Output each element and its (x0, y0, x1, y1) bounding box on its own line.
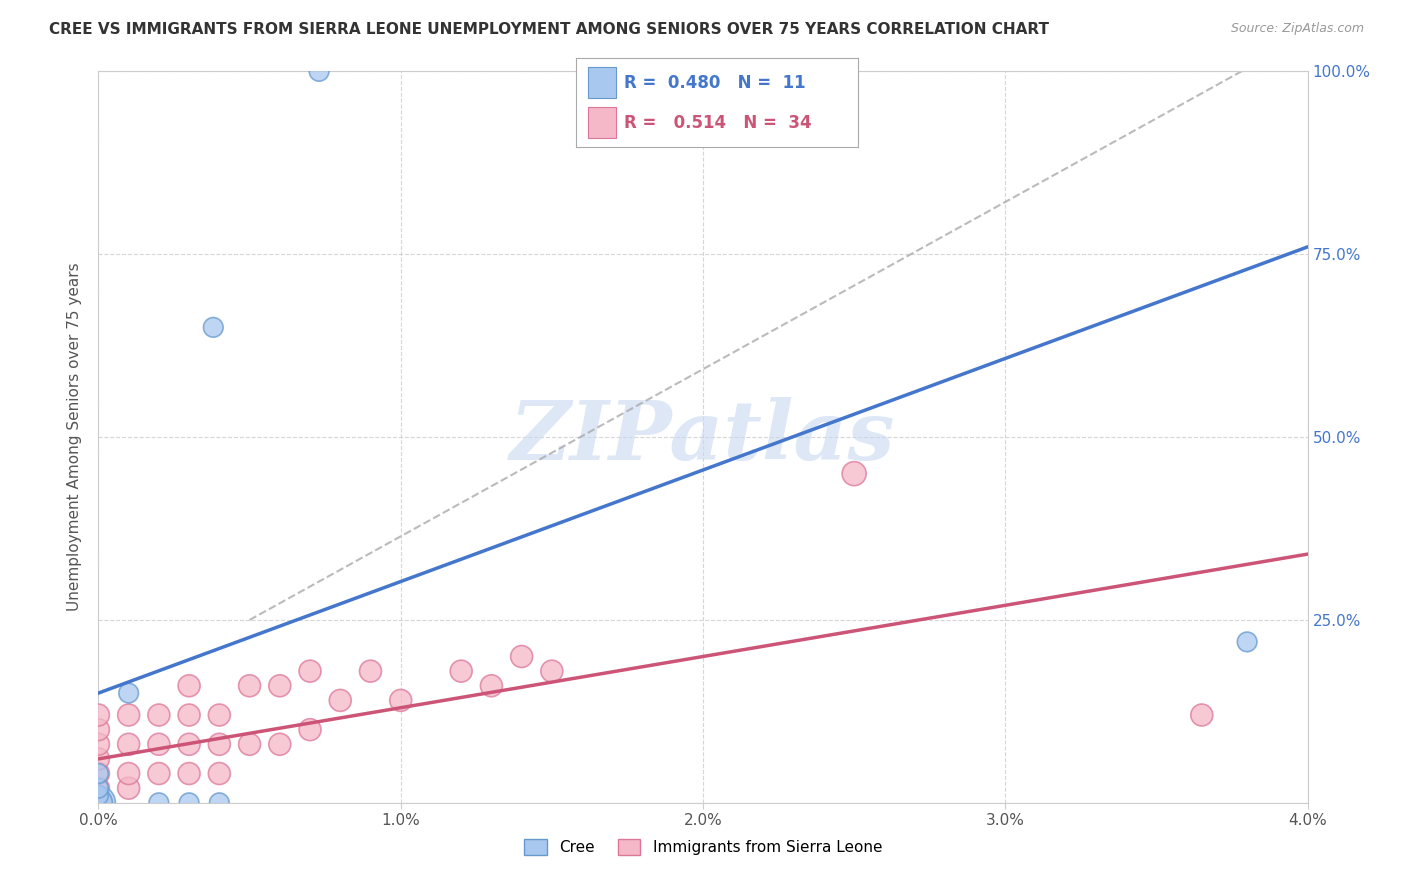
Point (118, 737, 141, 751)
Point (87, 737, 110, 751)
Text: CREE VS IMMIGRANTS FROM SIERRA LEONE UNEMPLOYMENT AMONG SENIORS OVER 75 YEARS CO: CREE VS IMMIGRANTS FROM SIERRA LEONE UNE… (49, 22, 1049, 37)
Point (148, 737, 170, 751)
Point (87, 766, 110, 780)
Point (208, 708, 231, 723)
Point (87, 796, 110, 810)
Legend: Cree, Immigrants from Sierra Leone: Cree, Immigrants from Sierra Leone (517, 833, 889, 861)
Point (1236, 635, 1258, 649)
Point (148, 708, 170, 723)
Point (510, 649, 533, 664)
Bar (588, 107, 616, 138)
Point (87, 781, 110, 796)
Point (179, 679, 201, 693)
Point (481, 679, 503, 693)
Point (239, 679, 262, 693)
Point (179, 737, 201, 751)
Point (87, 766, 110, 780)
Point (179, 766, 201, 780)
Point (202, 320, 225, 334)
Point (87, 752, 110, 766)
Point (179, 796, 201, 810)
Y-axis label: Unemployment Among Seniors over 75 years: Unemployment Among Seniors over 75 years (67, 263, 83, 611)
Point (118, 766, 141, 780)
Text: R =   0.514   N =  34: R = 0.514 N = 34 (624, 113, 811, 132)
Point (87, 781, 110, 796)
Bar (588, 67, 616, 98)
Point (450, 664, 472, 678)
Point (208, 796, 231, 810)
Point (148, 796, 170, 810)
Text: ZIPatlas: ZIPatlas (510, 397, 896, 477)
Point (208, 737, 231, 751)
Text: R =  0.480   N =  11: R = 0.480 N = 11 (624, 73, 806, 92)
Point (148, 766, 170, 780)
Point (87, 796, 110, 810)
Point (208, 766, 231, 780)
Point (389, 693, 412, 707)
Point (87, 789, 110, 803)
Point (1191, 708, 1213, 723)
Point (87, 796, 110, 810)
Point (179, 708, 201, 723)
Point (118, 781, 141, 796)
Point (299, 723, 322, 737)
Point (269, 679, 291, 693)
Point (299, 664, 322, 678)
Point (239, 737, 262, 751)
Point (118, 686, 141, 700)
Point (540, 664, 562, 678)
Point (87, 723, 110, 737)
Text: Source: ZipAtlas.com: Source: ZipAtlas.com (1230, 22, 1364, 36)
Point (269, 737, 291, 751)
Point (844, 467, 866, 481)
Point (329, 693, 352, 707)
Point (360, 664, 382, 678)
Point (118, 708, 141, 723)
Point (308, 64, 330, 78)
Point (87, 708, 110, 723)
